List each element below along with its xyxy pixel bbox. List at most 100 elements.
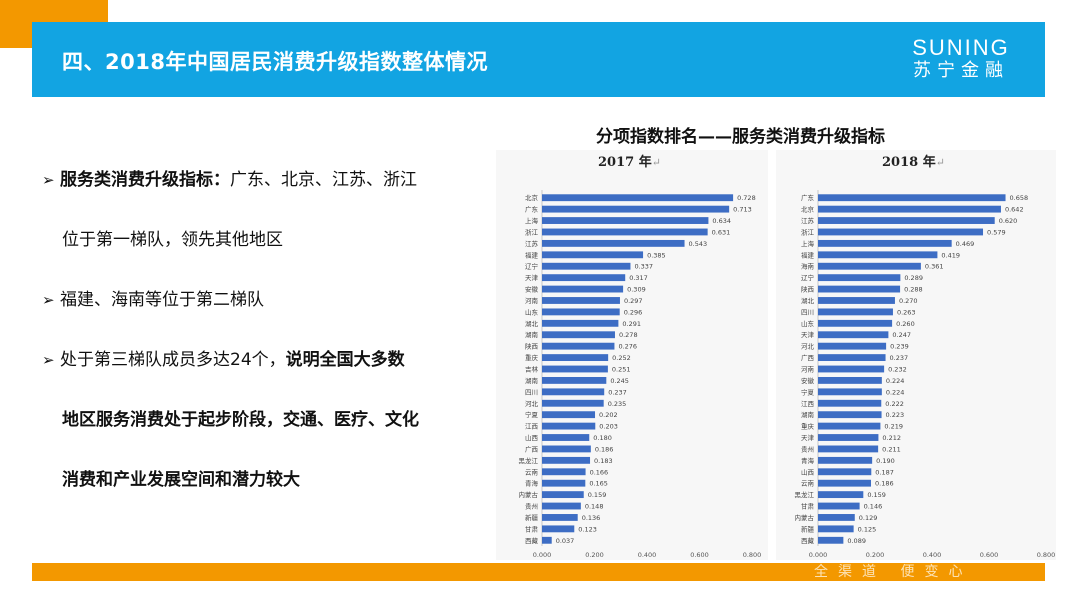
bar xyxy=(542,205,730,213)
data-label: 0.190 xyxy=(876,457,895,465)
category-label: 河南 xyxy=(525,296,539,305)
category-label: 西藏 xyxy=(525,536,539,545)
bullet-3-bold-cont: 地区服务消费处于起步阶段，交通、医疗、文化 xyxy=(62,410,419,430)
category-label: 山西 xyxy=(525,433,539,442)
bullet-item-2: ➢ 福建、海南等位于第二梯队 xyxy=(42,270,482,330)
data-label: 0.337 xyxy=(634,263,653,271)
category-label: 青海 xyxy=(525,479,539,488)
bar xyxy=(542,434,590,441)
bar xyxy=(542,262,631,270)
category-label: 辽宁 xyxy=(801,273,815,282)
data-label: 0.183 xyxy=(594,457,613,465)
data-label: 0.247 xyxy=(892,331,911,339)
bar xyxy=(818,422,881,430)
bar xyxy=(542,308,620,316)
data-label: 0.251 xyxy=(612,366,631,374)
category-label: 江西 xyxy=(801,400,815,408)
bar xyxy=(818,297,895,304)
data-label: 0.713 xyxy=(733,206,752,214)
data-label: 0.278 xyxy=(619,331,638,339)
data-label: 0.239 xyxy=(890,343,909,351)
category-label: 黑龙江 xyxy=(519,456,539,465)
data-label: 0.211 xyxy=(882,445,901,453)
category-label: 广东 xyxy=(525,205,539,214)
bar xyxy=(818,205,1001,213)
data-label: 0.260 xyxy=(896,320,915,328)
data-label: 0.658 xyxy=(1010,194,1029,202)
data-label: 0.202 xyxy=(599,411,618,419)
data-label: 0.237 xyxy=(608,388,627,396)
bar xyxy=(542,331,615,339)
bar xyxy=(542,525,575,533)
bar xyxy=(542,479,586,487)
data-label: 0.223 xyxy=(886,411,905,419)
bar xyxy=(818,445,879,453)
x-tick-label: 0.800 xyxy=(1037,551,1056,559)
category-label: 福建 xyxy=(525,250,539,259)
data-label: 0.361 xyxy=(925,263,944,271)
category-label: 山东 xyxy=(525,307,539,316)
data-label: 0.159 xyxy=(867,491,886,499)
data-label: 0.634 xyxy=(712,217,731,225)
category-label: 青海 xyxy=(801,456,815,465)
bar xyxy=(818,285,901,293)
category-label: 山东 xyxy=(801,319,815,328)
data-label: 0.219 xyxy=(884,423,903,431)
bar xyxy=(818,331,889,339)
bar xyxy=(818,502,860,510)
data-label: 0.245 xyxy=(610,377,629,385)
bar xyxy=(818,274,901,282)
category-label: 河南 xyxy=(801,365,815,374)
category-label: 西藏 xyxy=(801,536,815,545)
bullet-item-1-cont: 位于第一梯队，领先其他地区 xyxy=(42,210,482,270)
category-label: 宁夏 xyxy=(525,410,539,419)
bar xyxy=(542,285,624,293)
category-label: 宁夏 xyxy=(801,387,815,396)
data-label: 0.235 xyxy=(608,400,627,408)
category-label: 河北 xyxy=(525,400,539,408)
category-label: 甘肃 xyxy=(525,524,539,533)
data-label: 0.579 xyxy=(987,228,1006,236)
bar xyxy=(542,239,685,247)
arrow-bullet-icon: ➢ xyxy=(42,171,55,189)
arrow-bullet-icon: ➢ xyxy=(42,351,55,369)
data-label: 0.263 xyxy=(897,308,916,316)
category-label: 安徽 xyxy=(525,285,539,294)
category-label: 安徽 xyxy=(801,376,815,385)
data-label: 0.232 xyxy=(888,366,907,374)
bar xyxy=(818,354,886,362)
data-label: 0.186 xyxy=(595,445,614,453)
data-label: 0.252 xyxy=(612,354,631,362)
chart-2017-title: 2017 年↵ xyxy=(598,151,661,170)
bar xyxy=(818,365,885,373)
data-label: 0.642 xyxy=(1005,206,1024,214)
data-label: 0.289 xyxy=(904,274,923,282)
bullet-3-text: 处于第三梯队成员多达24个， xyxy=(60,350,286,370)
bar xyxy=(818,491,864,499)
bar xyxy=(542,399,604,407)
data-label: 0.037 xyxy=(556,537,575,545)
bar xyxy=(542,217,709,224)
category-label: 江苏 xyxy=(801,216,815,225)
category-label: 湖南 xyxy=(525,376,539,385)
data-label: 0.309 xyxy=(627,286,646,294)
bar xyxy=(818,479,872,487)
bar xyxy=(542,388,605,396)
bar xyxy=(818,525,854,533)
bar xyxy=(542,354,609,362)
category-label: 天津 xyxy=(801,434,815,442)
logo-chinese: 苏宁金融 xyxy=(913,60,1009,81)
category-label: 福建 xyxy=(801,250,815,259)
bar xyxy=(818,217,995,224)
data-label: 0.146 xyxy=(864,503,883,511)
data-label: 0.631 xyxy=(712,228,731,236)
bar xyxy=(818,411,882,419)
bullet-3-bold: 说明全国大多数 xyxy=(285,350,405,370)
category-label: 江苏 xyxy=(525,239,539,248)
chart-2017-title-mark: ↵ xyxy=(651,156,661,169)
bullet-1-bold: 服务类消费升级指标： xyxy=(60,170,230,190)
data-label: 0.123 xyxy=(578,525,597,533)
category-label: 甘肃 xyxy=(801,502,815,511)
bar xyxy=(542,319,619,327)
data-label: 0.159 xyxy=(588,491,607,499)
